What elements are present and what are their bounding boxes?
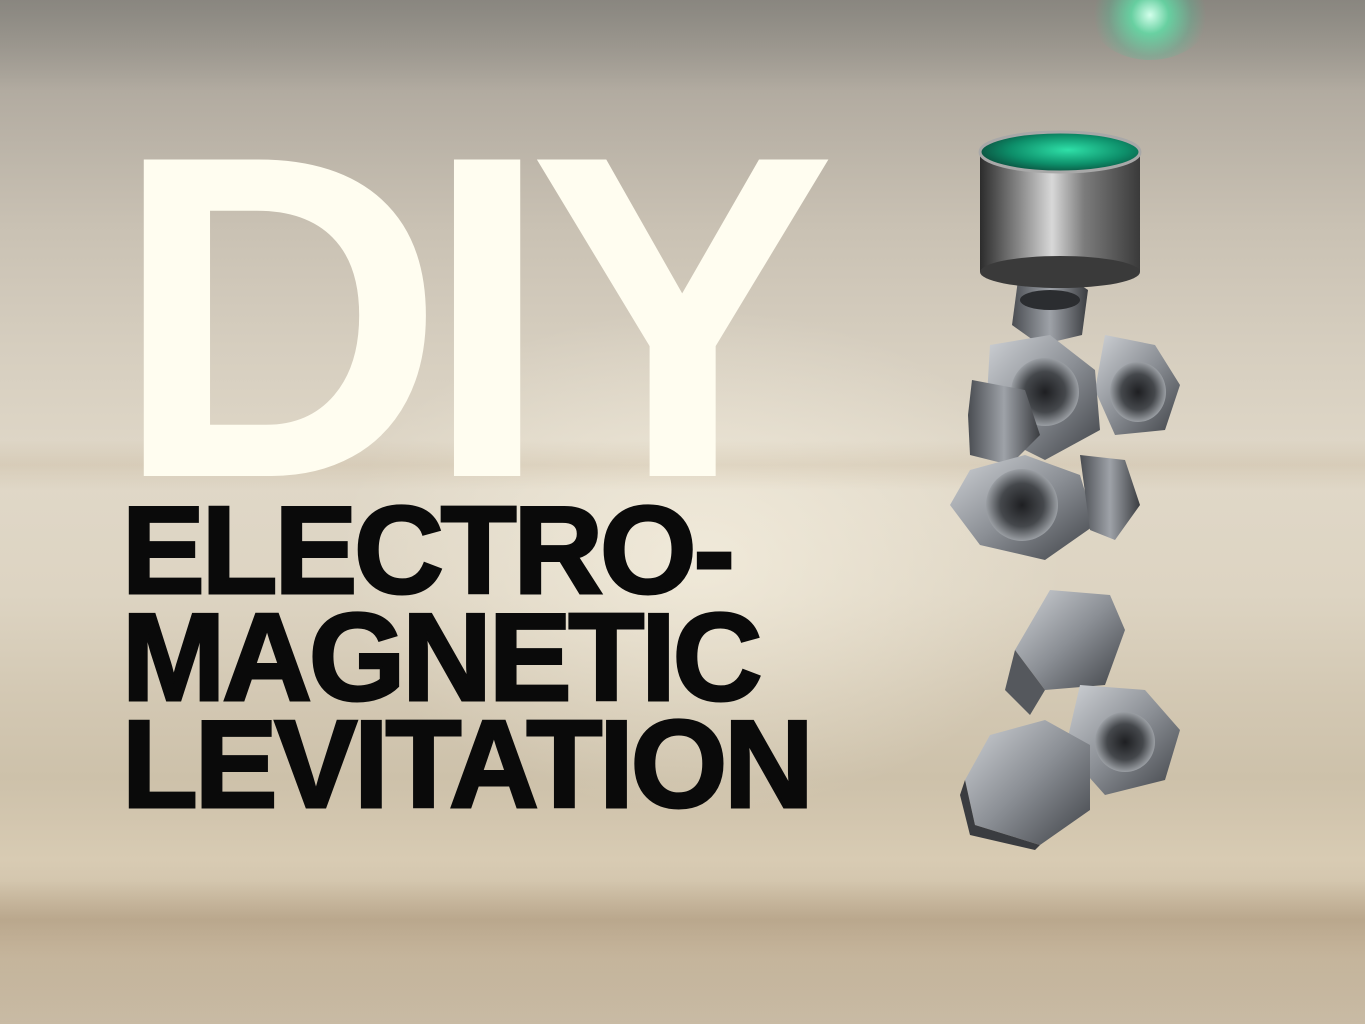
background-mid-band xyxy=(0,440,1365,490)
hex-nut-icon xyxy=(1005,590,1125,715)
main-title: DIY xyxy=(113,61,836,574)
subtitle-line-1: ELECTRO- xyxy=(121,482,737,620)
hex-nut-icon xyxy=(950,455,1095,560)
hex-nut-icon xyxy=(1095,335,1180,435)
hex-nut-icon xyxy=(1012,270,1088,345)
hex-nut-icon xyxy=(1065,685,1180,795)
hex-nut-icon xyxy=(968,380,1040,465)
background-bottom-band xyxy=(0,880,1365,960)
subtitle-line-2: MAGNETIC xyxy=(120,589,763,727)
hex-nut-icon xyxy=(1080,455,1140,540)
levitating-nuts-illustration xyxy=(950,130,1180,850)
hex-nut-icon xyxy=(960,720,1090,850)
background-foot-band xyxy=(0,960,1365,1024)
subtitle-line-3: LEVITATION xyxy=(121,696,816,834)
cylinder-magnet-icon xyxy=(978,130,1142,288)
